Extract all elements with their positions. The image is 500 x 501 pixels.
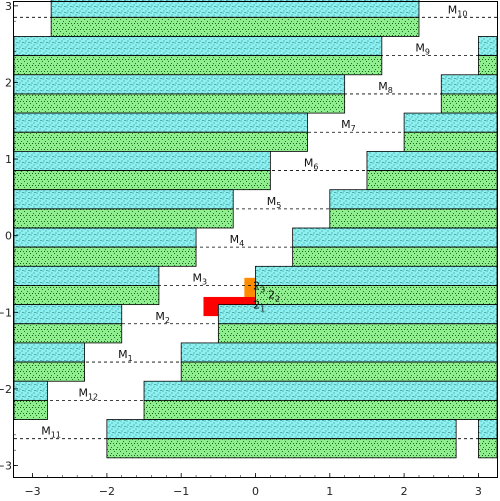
strip-label-M1: M1 <box>118 348 133 363</box>
strip-bar-green <box>180 361 498 382</box>
strip-bar-green <box>329 208 498 229</box>
strip-bar-cyan <box>403 112 498 133</box>
strip-bar-cyan <box>13 342 85 363</box>
strip-bar-cyan <box>106 419 457 440</box>
strip-bar-cyan <box>13 380 48 401</box>
strip-bar-cyan <box>440 74 498 95</box>
strip-bar-green <box>13 208 234 229</box>
strip-label-M7: M7 <box>341 118 356 133</box>
strip-bar-green <box>440 93 498 114</box>
strip-bar-green <box>478 438 498 459</box>
strip-bar-green <box>478 55 498 76</box>
strip-bars <box>13 0 498 459</box>
strip-label-M5: M5 <box>267 195 282 210</box>
strip-bar-green <box>13 93 346 114</box>
x-tick-label: −1 <box>173 485 189 498</box>
strip-bar-cyan <box>13 74 346 95</box>
strip-bar-green <box>292 246 498 267</box>
strip-bar-green <box>13 361 85 382</box>
strip-bar-green <box>13 323 123 344</box>
strip-label-M3: M3 <box>192 271 207 286</box>
strip-bar-green <box>366 170 498 191</box>
y-tick-label: −2 <box>0 383 12 396</box>
strip-bar-cyan <box>143 380 498 401</box>
strip-bar-cyan <box>329 189 498 210</box>
strip-label-M6: M6 <box>304 157 319 172</box>
y-tick-label: 1 <box>5 153 12 166</box>
x-tick-label: 1 <box>326 485 333 498</box>
strip-bar-cyan <box>366 150 498 171</box>
strip-bar-green <box>13 55 383 76</box>
strip-label-M9: M9 <box>415 42 430 57</box>
strip-bar-green <box>106 438 457 459</box>
band-label-3: 21 <box>253 299 265 314</box>
strip-label-M10: M10 <box>448 3 468 18</box>
strip-bar-cyan <box>255 265 498 286</box>
y-tick-label: 2 <box>5 76 12 89</box>
strip-label-M2: M2 <box>155 310 170 325</box>
strip-bar-green <box>13 131 308 152</box>
band-label-2: 22 <box>268 289 280 304</box>
strip-bar-cyan <box>13 227 197 248</box>
strip-bar-cyan <box>13 112 308 133</box>
strip-bar-green <box>13 246 197 267</box>
strip-bar-green <box>50 16 420 37</box>
strip-bar-cyan <box>13 150 271 171</box>
strip-bar-green <box>13 170 271 191</box>
x-tick-label: 3 <box>475 485 482 498</box>
strip-bar-cyan <box>13 265 160 286</box>
strip-bar-cyan <box>13 36 383 57</box>
strip-bar-cyan <box>478 419 498 440</box>
x-tick-label: −2 <box>99 485 115 498</box>
plot-frame <box>13 1 498 478</box>
strip-bar-green <box>13 399 48 420</box>
strip-label-M12: M12 <box>78 386 98 401</box>
y-tick-label: 3 <box>5 0 12 13</box>
y-tick-label: −3 <box>0 460 12 473</box>
y-tick-label: −1 <box>0 306 12 319</box>
y-tick-label: 0 <box>5 230 12 243</box>
strip-bar-cyan <box>292 227 498 248</box>
strip-bar-cyan <box>13 304 123 325</box>
strip-label-M4: M4 <box>230 233 245 248</box>
strip-label-M11: M11 <box>41 425 61 440</box>
x-tick-label: 0 <box>252 485 259 498</box>
strip-bar-cyan <box>13 189 234 210</box>
strip-bar-green <box>13 285 160 306</box>
strip-bar-green <box>403 131 498 152</box>
strip-bar-green <box>217 323 498 344</box>
strip-bar-cyan <box>478 36 498 57</box>
strip-bar-cyan <box>50 0 420 18</box>
strip-bar-green <box>255 285 498 306</box>
strip-label-M8: M8 <box>378 80 393 95</box>
x-tick-label: −3 <box>24 485 40 498</box>
strip-bar-cyan <box>180 342 498 363</box>
dashed-level-lines <box>14 16 497 440</box>
strip-bar-green <box>143 399 498 420</box>
x-tick-label: 2 <box>401 485 408 498</box>
band-label-1: 23 <box>253 279 265 294</box>
